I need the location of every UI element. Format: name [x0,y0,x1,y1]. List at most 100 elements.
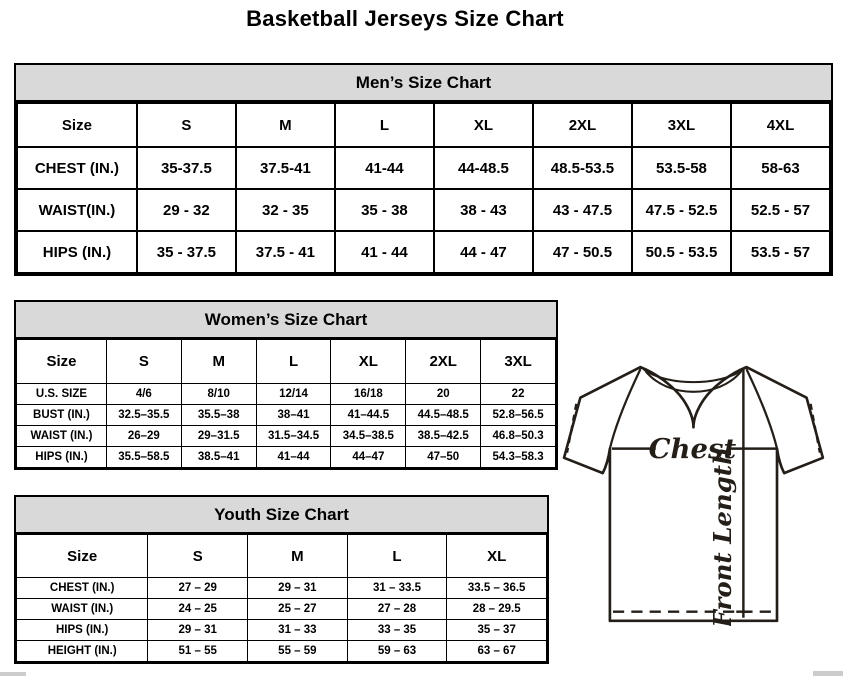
value-cell: 38.5–41 [180,446,257,468]
scrollbar-fragment-right[interactable] [813,671,843,676]
value-cell: 52.5 - 57 [729,188,832,232]
jersey-outline [562,365,825,623]
value-cell: 38 - 43 [432,188,534,232]
table-row: U.S. SIZE 4/6 8/10 12/14 16/18 20 22 [16,383,556,405]
value-cell: 37.5 - 41 [234,230,336,274]
value-cell: 29 - 32 [135,188,237,232]
table-row: CHEST (IN.) 27 – 29 29 – 31 31 – 33.5 33.5 –… [15,577,547,599]
value-cell: 51 – 55 [147,640,249,662]
value-cell: 37.5-41 [234,146,336,190]
value-cell: 8/10 [180,383,257,405]
table-row: WAIST (IN.) 24 – 25 25 – 27 27 – 28 28 – 29.… [15,598,547,620]
cuff-dashes-left [565,403,578,453]
page-title: Basketball Jerseys Size Chart [246,6,564,31]
value-cell: 12/14 [255,383,332,405]
value-cell: 27 – 28 [346,598,448,620]
value-cell: 28 – 29.5 [446,598,547,620]
corner-header-cell: Size [15,534,149,578]
youth-size-table: Size S M L XL CHEST (IN.) 27 – 29 29 – 31 31 – 3… [15,534,547,662]
cuff-dashes-right [809,403,821,453]
header-row: Size S M L XL [15,534,547,578]
value-cell: 38–41 [255,404,332,426]
size-header-cell: XL [432,102,534,148]
corner-header-cell: Size [16,102,138,148]
value-cell: 41–44.5 [330,404,407,426]
row-label-cell: BUST (IN.) [16,404,107,426]
womens-size-table: Size S M L XL 2XL 3XL U.S. SIZE 4/6 8/10 12/14 16/1… [16,339,556,468]
value-cell: 44-48.5 [432,146,534,190]
value-cell: 31 – 33 [247,619,348,641]
womens-chart-title: Women’s Size Chart [16,302,556,339]
row-label-cell: WAIST (IN.) [15,598,149,620]
value-cell: 44–47 [330,446,407,468]
table-row: WAIST (IN.) 26–29 29–31.5 31.5–34.5 34.5–38.… [16,425,556,447]
size-header-cell: L [346,534,448,578]
size-header-cell: M [234,102,336,148]
row-label-cell: CHEST (IN.) [15,577,149,599]
value-cell: 32.5–35.5 [105,404,182,426]
value-cell: 47–50 [405,446,482,468]
size-header-cell: 3XL [480,339,556,384]
row-label-cell: HIPS (IN.) [16,230,138,274]
value-cell: 35-37.5 [135,146,237,190]
value-cell: 29 – 31 [147,619,249,641]
raglan-seam-left [608,368,642,449]
value-cell: 31 – 33.5 [346,577,448,599]
value-cell: 58-63 [729,146,832,190]
size-header-cell: 2XL [405,339,482,384]
front-length-label: Front Length [708,447,737,626]
value-cell: 29–31.5 [180,425,257,447]
corner-header-cell: Size [16,339,107,384]
table-row: HIPS (IN.) 35.5–58.5 38.5–41 41–44 44–47 47–5… [16,446,556,468]
raglan-seam-right [745,368,779,449]
value-cell: 35 - 38 [333,188,435,232]
row-label-cell: CHEST (IN.) [16,146,138,190]
row-label-cell: WAIST(IN.) [16,188,138,232]
youth-chart-title: Youth Size Chart [16,497,547,534]
scrollbar-fragment-left[interactable] [0,672,26,676]
collar-inner-arc-1 [642,368,745,384]
size-header-cell: 4XL [729,102,832,148]
value-cell: 33 – 35 [346,619,448,641]
value-cell: 50.5 - 53.5 [630,230,732,274]
value-cell: 35 - 37.5 [135,230,237,274]
table-row: HEIGHT (IN.) 51 – 55 55 – 59 59 – 63 63 – 67 [15,640,547,662]
value-cell: 4/6 [105,383,182,405]
value-cell: 26–29 [105,425,182,447]
size-header-cell: L [333,102,435,148]
header-row: Size S M L XL 2XL 3XL 4XL [16,102,832,148]
value-cell: 43 - 47.5 [531,188,633,232]
value-cell: 41–44 [255,446,332,468]
value-cell: 24 – 25 [147,598,249,620]
row-label-cell: HIPS (IN.) [15,619,149,641]
size-header-cell: S [105,339,182,384]
jersey-measurement-diagram: Chest Front Length [562,365,825,626]
header-row: Size S M L XL 2XL 3XL [16,339,556,384]
value-cell: 29 – 31 [247,577,348,599]
size-header-cell: 3XL [630,102,732,148]
value-cell: 27 – 29 [147,577,249,599]
row-label-cell: HEIGHT (IN.) [15,640,149,662]
value-cell: 59 – 63 [346,640,448,662]
row-label-cell: WAIST (IN.) [16,425,107,447]
value-cell: 54.3–58.3 [480,446,556,468]
size-header-cell: 2XL [531,102,633,148]
value-cell: 47.5 - 52.5 [630,188,732,232]
value-cell: 47 - 50.5 [531,230,633,274]
size-header-cell: S [135,102,237,148]
row-label-cell: U.S. SIZE [16,383,107,405]
size-header-cell: M [247,534,348,578]
table-row: CHEST (IN.) 35-37.5 37.5-41 41-44 44-48.5 48.… [16,146,832,190]
value-cell: 44 - 47 [432,230,534,274]
value-cell: 22 [480,383,556,405]
chest-label: Chest [649,433,737,465]
value-cell: 32 - 35 [234,188,336,232]
value-cell: 35 – 37 [446,619,547,641]
mens-size-chart-section: Men’s Size Chart Size S M L XL 2XL 3XL 4XL CHEST… [14,63,833,276]
value-cell: 25 – 27 [247,598,348,620]
value-cell: 41 - 44 [333,230,435,274]
table-row: HIPS (IN.) 29 – 31 31 – 33 33 – 35 35 – 37 [15,619,547,641]
value-cell: 38.5–42.5 [405,425,482,447]
value-cell: 34.5–38.5 [330,425,407,447]
